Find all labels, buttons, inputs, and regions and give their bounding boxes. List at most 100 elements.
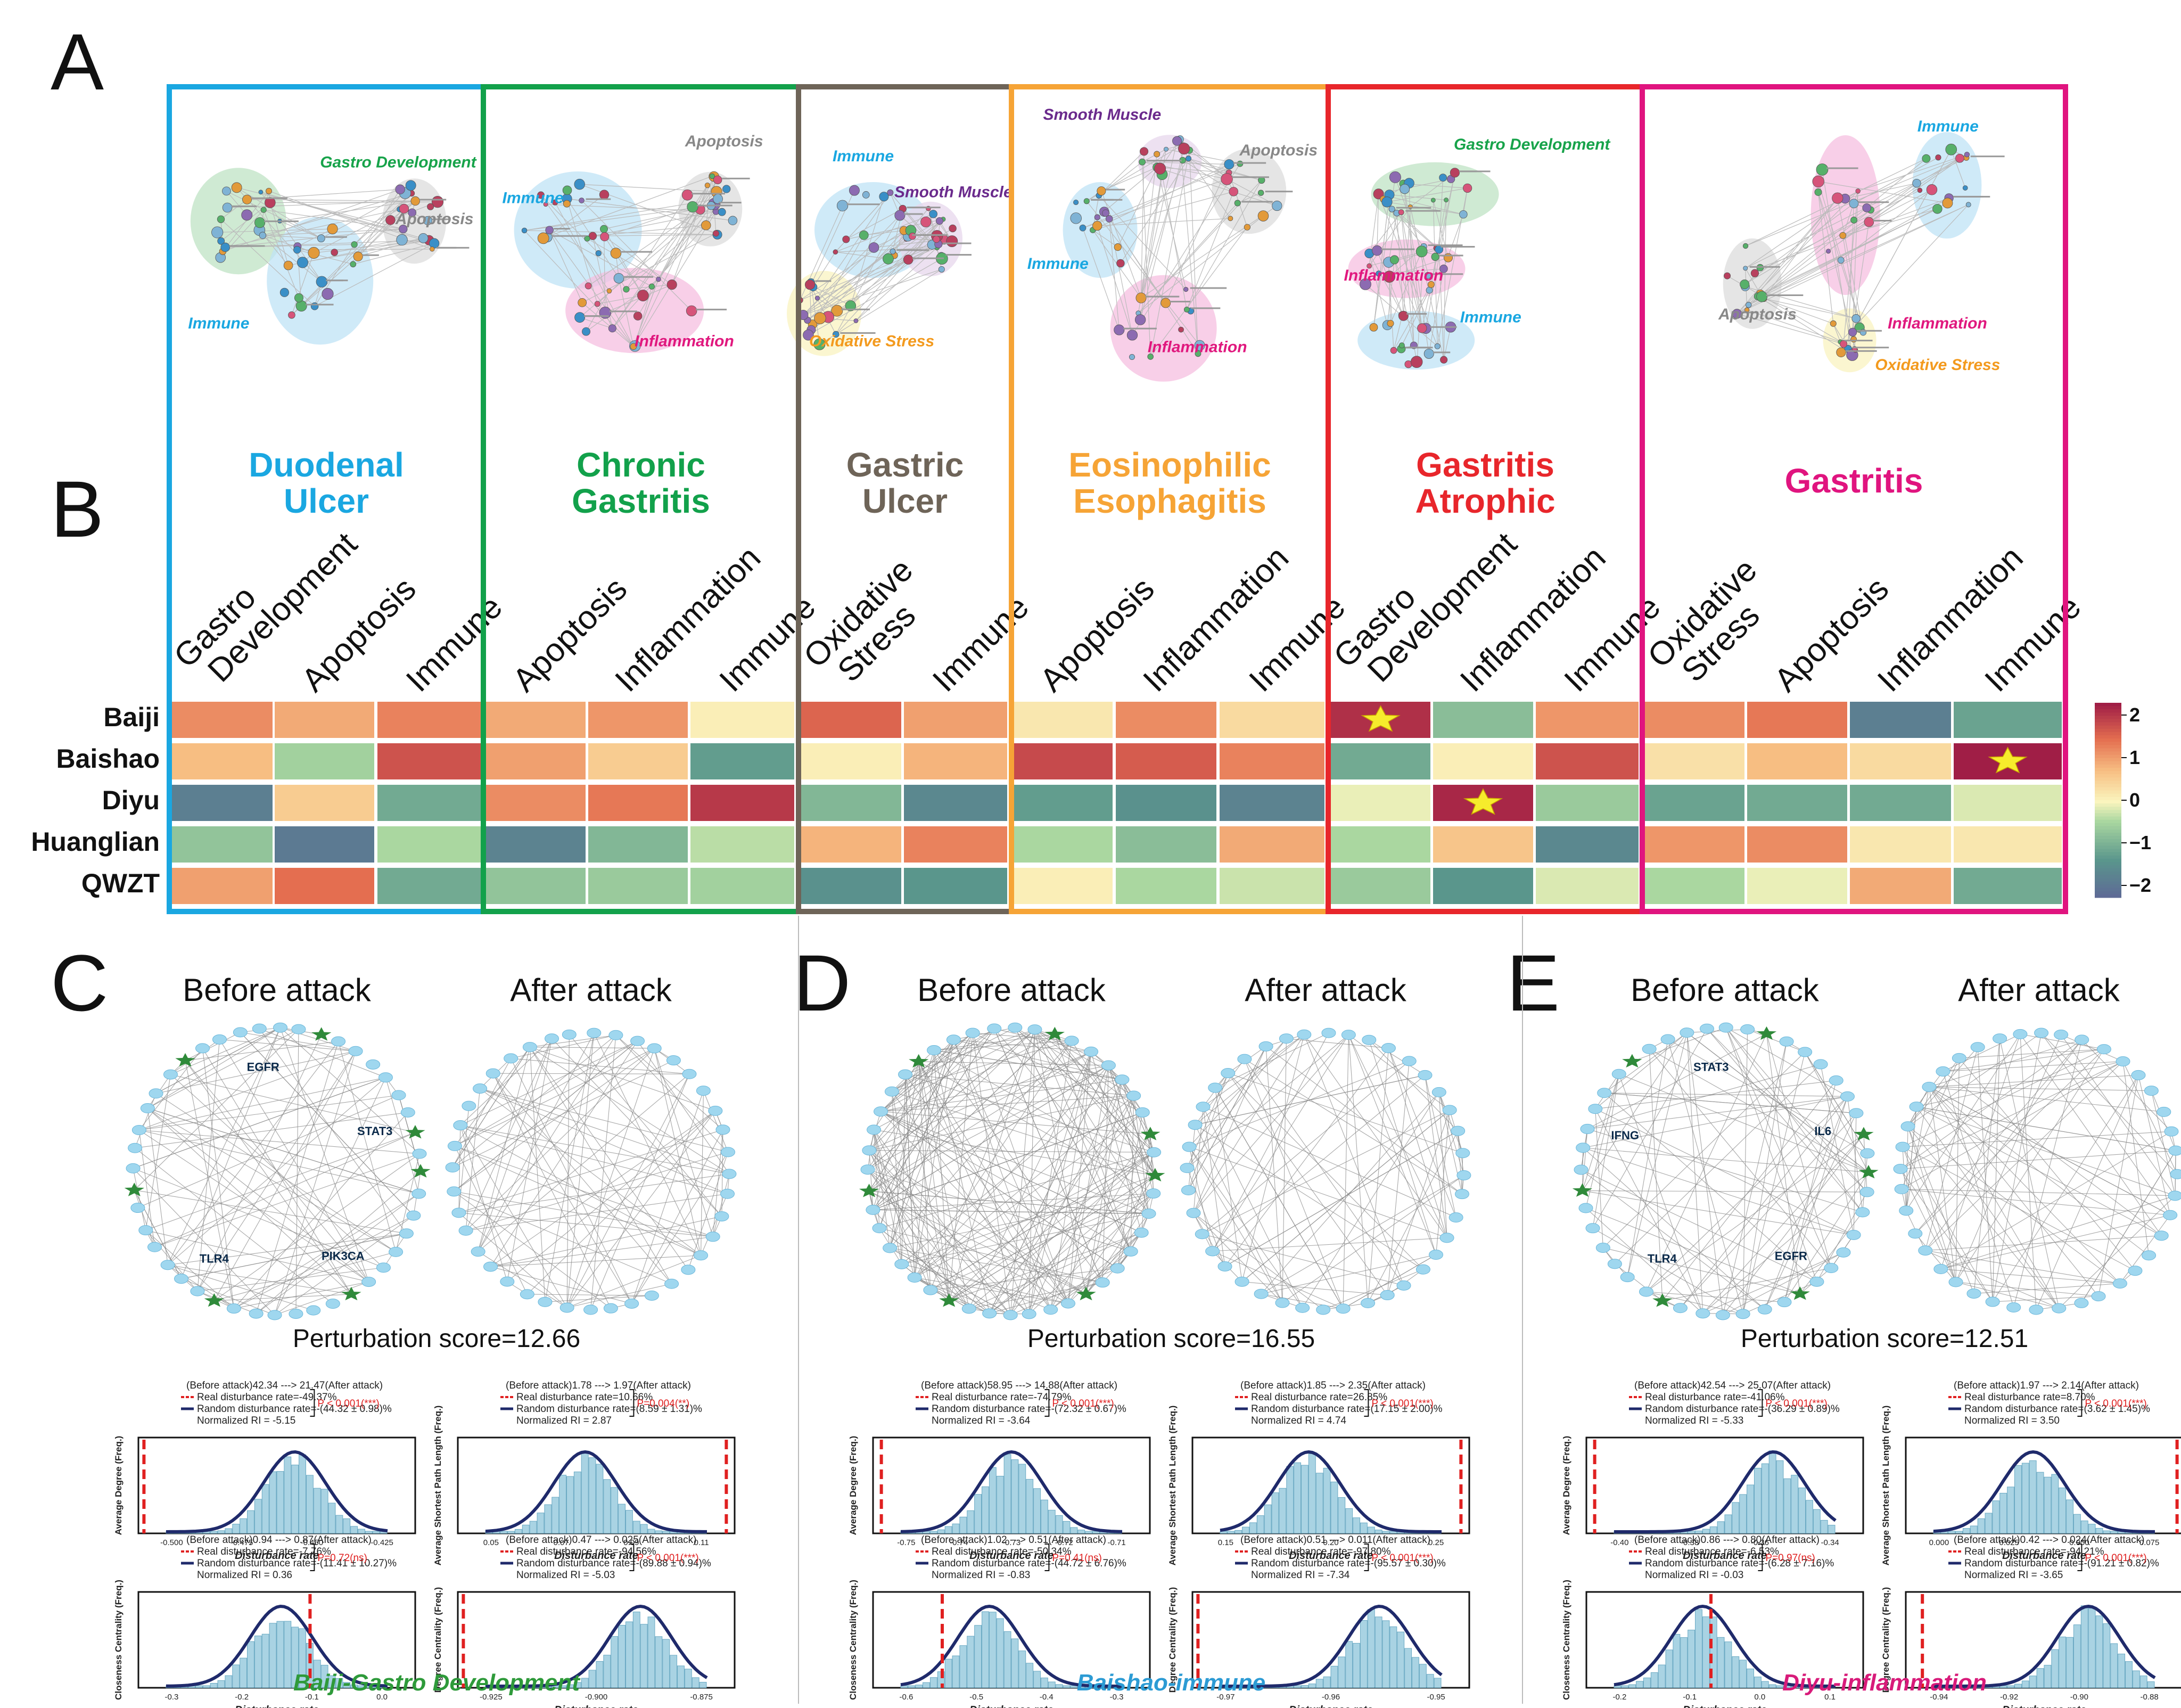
network-node bbox=[666, 280, 677, 290]
network-edge bbox=[2061, 1034, 2176, 1196]
histogram-bar bbox=[632, 1612, 640, 1688]
x-tick-label: -0.34 bbox=[1821, 1538, 1839, 1547]
histogram-bar bbox=[1367, 1609, 1375, 1688]
colorbar-segment bbox=[2095, 878, 2121, 882]
histogram-bar bbox=[328, 1502, 336, 1534]
network-node bbox=[722, 185, 731, 193]
term-label-placeholder bbox=[912, 234, 948, 236]
network-node bbox=[1410, 356, 1423, 368]
network-edge bbox=[545, 1032, 595, 1302]
network-node bbox=[1642, 1044, 1657, 1054]
heatmap-cell bbox=[1536, 868, 1639, 904]
network-edge bbox=[147, 1108, 352, 1295]
network-edge bbox=[1261, 1175, 1464, 1294]
attack-target-star-icon bbox=[1140, 1127, 1161, 1140]
module-label-line: Immune bbox=[399, 589, 509, 699]
network-edge bbox=[291, 193, 412, 316]
network-edge bbox=[1388, 1048, 1447, 1238]
heatmap-cell bbox=[1747, 702, 1847, 738]
network-node bbox=[1846, 1229, 1861, 1240]
network-node bbox=[708, 1105, 723, 1116]
x-tick-label: -0.450 bbox=[301, 1538, 324, 1547]
colorbar-segment bbox=[2095, 742, 2121, 745]
heatmap-cell bbox=[1536, 785, 1639, 821]
network-edge bbox=[949, 1029, 1035, 1301]
network-node bbox=[804, 280, 816, 290]
histogram-bar bbox=[588, 1457, 596, 1534]
network-edge bbox=[225, 209, 400, 248]
network-node bbox=[1965, 202, 1971, 208]
colorbar-segment bbox=[2095, 712, 2121, 716]
network-edge bbox=[588, 209, 701, 286]
network-edge bbox=[291, 219, 391, 316]
network-edge bbox=[338, 1041, 397, 1252]
heatmap-cell bbox=[1116, 702, 1216, 738]
histogram-bar bbox=[959, 1645, 967, 1688]
network-node bbox=[664, 1278, 679, 1289]
histogram-legend-line: Random disturbance rate=-(44.72 ± 6.76)% bbox=[932, 1558, 1126, 1569]
network-node bbox=[1740, 1024, 1755, 1034]
after-attack-title: After attack bbox=[510, 972, 672, 1008]
network-node bbox=[1234, 1276, 1249, 1287]
network-node bbox=[1146, 1188, 1161, 1199]
attack-target-star-icon bbox=[909, 1054, 929, 1068]
network-node bbox=[1139, 158, 1146, 166]
network-edge bbox=[1393, 284, 1431, 351]
density-curve bbox=[1933, 1604, 2156, 1688]
network-edge bbox=[1401, 212, 1422, 329]
network-cluster-label: Apoptosis bbox=[1718, 306, 1797, 323]
y-axis-label: Average Shortest Path Length (Freq.) bbox=[1167, 1406, 1178, 1566]
network-edge bbox=[454, 1191, 713, 1237]
histogram-legend-line: Random disturbance rate=(17.15 ± 2.00)% bbox=[1251, 1403, 1443, 1415]
histogram-bar bbox=[276, 1471, 284, 1534]
network-edge bbox=[1764, 298, 1833, 324]
network-node bbox=[1070, 212, 1082, 224]
histogram-bar bbox=[1033, 1488, 1041, 1534]
network-node bbox=[1097, 186, 1106, 196]
histogram-bar bbox=[1985, 1513, 1993, 1534]
network-node bbox=[836, 200, 849, 211]
heatmap-cell bbox=[169, 702, 273, 738]
network-edge bbox=[1837, 198, 1864, 333]
network-edge bbox=[835, 214, 934, 252]
network-node bbox=[1361, 1298, 1376, 1309]
network-edge bbox=[1373, 194, 1390, 327]
network-edge bbox=[1847, 203, 1855, 349]
network-edge bbox=[1901, 1058, 1960, 1189]
network-edge bbox=[654, 1048, 702, 1255]
histogram-bar bbox=[1323, 1676, 1331, 1688]
heatmap-cell bbox=[1747, 785, 1847, 821]
network-edge bbox=[543, 176, 713, 239]
network-edge bbox=[581, 200, 692, 311]
network-edge bbox=[635, 286, 652, 347]
network-edge bbox=[302, 240, 430, 263]
histogram-panel: (Before attack)0.86 ---> 0.80(After atta… bbox=[1561, 1534, 1864, 1708]
heatmap-cell bbox=[690, 785, 794, 821]
network-edge bbox=[465, 1038, 553, 1231]
network-edge bbox=[1764, 1096, 1848, 1310]
network-edge bbox=[137, 1095, 399, 1209]
x-tick-label: 0.09 bbox=[623, 1538, 639, 1547]
network-edge bbox=[592, 234, 718, 236]
network-node bbox=[600, 232, 610, 242]
network-node bbox=[588, 232, 597, 240]
network-edge bbox=[1863, 1134, 1867, 1192]
network-edge bbox=[262, 235, 314, 253]
network-node bbox=[396, 234, 408, 246]
term-label-placeholder bbox=[1232, 176, 1269, 178]
histogram-bar bbox=[1621, 1685, 1629, 1688]
network-edge bbox=[1595, 1080, 1837, 1110]
network-node bbox=[220, 242, 231, 252]
network-edge bbox=[567, 1283, 672, 1308]
network-node bbox=[1814, 188, 1822, 196]
density-curve bbox=[485, 1604, 708, 1688]
network-edge bbox=[236, 187, 404, 229]
term-label-placeholder bbox=[1091, 199, 1114, 201]
network-node bbox=[447, 1186, 462, 1197]
network-node bbox=[883, 1243, 898, 1253]
heatmap-cell bbox=[275, 785, 374, 821]
network-edge bbox=[202, 1048, 234, 1309]
network-node bbox=[545, 226, 554, 234]
histogram-legend-line: Normalized RI = -7.34 bbox=[1251, 1570, 1350, 1581]
